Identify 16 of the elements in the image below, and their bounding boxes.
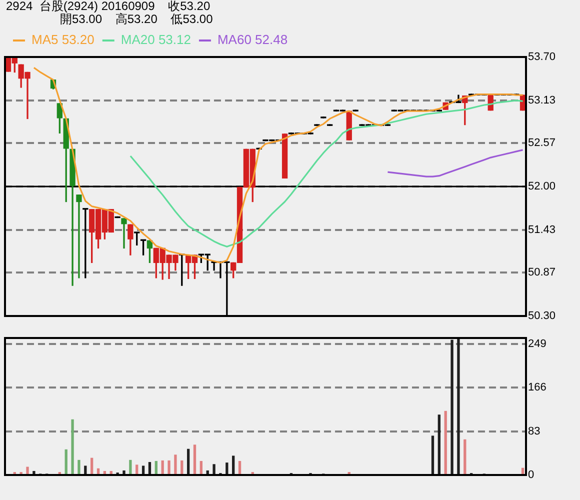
y-tick-label: 50.87 — [528, 266, 556, 279]
y-tick-label: 249 — [528, 338, 546, 350]
y-tick-label: 166 — [528, 382, 546, 394]
legend-label: MA60 52.48 — [217, 32, 288, 48]
y-tick-label: 52.57 — [528, 137, 556, 150]
y-tick-label: 53.70 — [528, 51, 556, 64]
chart-title: 2924 台股(2924) 20160909 收53.20 — [5, 0, 212, 13]
legend-label: MA5 53.20 — [32, 32, 94, 48]
y-tick-label: 52.00 — [528, 180, 556, 193]
y-tick-label: 50.30 — [528, 310, 556, 322]
y-tick-label: 53.13 — [528, 94, 556, 106]
y-tick-label: 83 — [528, 425, 540, 438]
legend-label: MA20 53.12 — [120, 32, 191, 48]
chart-subtitle: 開53.00 高53.20 低53.00 — [59, 12, 214, 26]
y-tick-label: 51.43 — [528, 224, 556, 236]
y-tick-label: 0 — [528, 469, 534, 482]
